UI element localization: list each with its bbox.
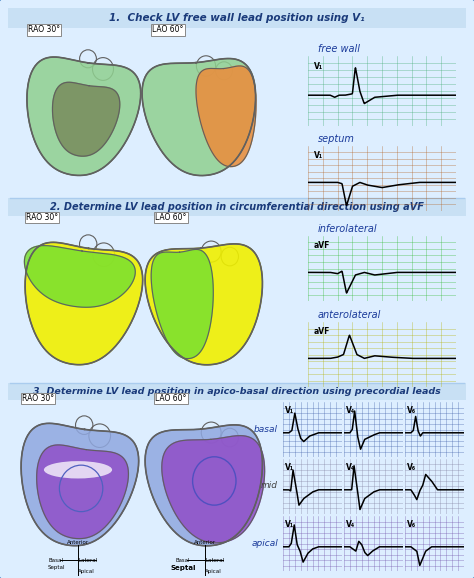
Polygon shape	[142, 58, 255, 176]
Text: Apical: Apical	[78, 569, 94, 575]
Text: Septal: Septal	[47, 565, 65, 570]
Polygon shape	[151, 250, 213, 358]
Text: V₄: V₄	[346, 464, 356, 472]
Text: RAO 30°: RAO 30°	[22, 394, 55, 403]
Text: Lateral: Lateral	[78, 558, 98, 562]
Text: Lateral: Lateral	[205, 558, 225, 562]
Text: aVF: aVF	[314, 327, 330, 336]
Polygon shape	[24, 246, 135, 307]
Text: RAO 30°: RAO 30°	[26, 213, 58, 222]
Polygon shape	[196, 66, 256, 166]
FancyBboxPatch shape	[8, 198, 466, 216]
Text: septum: septum	[318, 134, 355, 144]
Text: Septal: Septal	[170, 565, 196, 571]
Text: mid: mid	[261, 481, 278, 491]
Polygon shape	[53, 82, 120, 156]
Polygon shape	[25, 242, 143, 365]
Text: V₆: V₆	[407, 520, 417, 529]
Text: V₄: V₄	[346, 520, 356, 529]
Text: 3. Determine LV lead position in apico-basal direction using precordial leads: 3. Determine LV lead position in apico-b…	[33, 387, 441, 396]
Text: Anterior: Anterior	[67, 539, 89, 544]
Polygon shape	[145, 244, 263, 365]
Text: 1.  Check LV free wall lead position using V₁: 1. Check LV free wall lead position usin…	[109, 13, 365, 23]
Text: V₁: V₁	[285, 406, 295, 416]
Text: V₁: V₁	[314, 62, 323, 71]
Text: basal: basal	[254, 424, 278, 434]
Text: Basal: Basal	[48, 558, 64, 562]
Text: LAO 60°: LAO 60°	[155, 213, 187, 222]
Polygon shape	[162, 436, 264, 543]
Polygon shape	[145, 425, 263, 546]
Polygon shape	[36, 445, 128, 539]
Text: Anterior: Anterior	[194, 539, 216, 544]
Text: free wall: free wall	[318, 44, 360, 54]
Text: V₆: V₆	[407, 464, 417, 472]
Polygon shape	[27, 57, 141, 176]
Text: LAO 60°: LAO 60°	[155, 394, 187, 403]
Text: anterolateral: anterolateral	[318, 310, 382, 320]
Text: Apical: Apical	[205, 569, 221, 575]
Polygon shape	[21, 423, 139, 546]
FancyBboxPatch shape	[8, 383, 466, 400]
Text: Basal: Basal	[176, 558, 190, 562]
Text: V₄: V₄	[346, 406, 356, 416]
Text: apical: apical	[251, 539, 278, 547]
Text: aVF: aVF	[314, 241, 330, 250]
Ellipse shape	[44, 461, 112, 479]
FancyBboxPatch shape	[8, 8, 466, 28]
Text: RAO 30°: RAO 30°	[28, 25, 60, 35]
Text: V₁: V₁	[314, 151, 323, 160]
Text: V₁: V₁	[285, 464, 295, 472]
Text: 2. Determine LV lead position in circumferential direction using aVF: 2. Determine LV lead position in circumf…	[50, 202, 424, 212]
Text: V₆: V₆	[407, 406, 417, 416]
Text: V₁: V₁	[285, 520, 295, 529]
Text: inferolateral: inferolateral	[318, 224, 378, 234]
Text: LAO 60°: LAO 60°	[152, 25, 183, 35]
